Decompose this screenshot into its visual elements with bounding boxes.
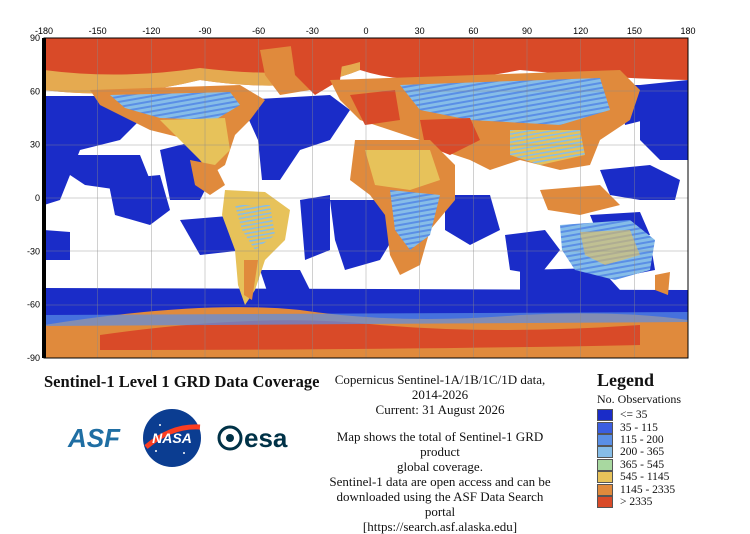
y-tick-label: -60	[27, 300, 40, 310]
legend-swatch	[597, 471, 613, 484]
legend-item: 200 - 365	[597, 446, 681, 459]
info-line: [https://search.asf.alaska.edu]	[362, 519, 518, 534]
legend-swatch	[597, 409, 613, 422]
legend-item: 545 - 1145	[597, 471, 681, 484]
legend-title: Legend	[597, 370, 655, 390]
graticule	[44, 38, 688, 358]
x-tick-label: 60	[468, 26, 478, 36]
map-title: Sentinel-1 Level 1 GRD Data Coverage	[44, 372, 320, 391]
x-tick-label: 150	[627, 26, 642, 36]
legend-item: 1145 - 2335	[597, 483, 681, 496]
south-america	[222, 190, 290, 305]
coverage-map: -180 -150 -120 -90 -60 -30 0 30 60 90 120 150 180 90…	[27, 26, 696, 363]
legend-swatch	[597, 421, 613, 434]
australia	[540, 185, 670, 295]
y-tick-label: 60	[30, 86, 40, 96]
legend-label: <= 35	[620, 409, 648, 422]
legend-label: 115 - 200	[620, 433, 664, 446]
info-line: Copernicus Sentinel-1A/1B/1C/1D data,	[334, 372, 546, 387]
legend-swatch	[597, 433, 613, 446]
north-america	[90, 85, 265, 195]
x-tick-label: -90	[198, 26, 211, 36]
legend-item: 115 - 200	[597, 433, 681, 446]
legend-swatch	[597, 495, 613, 508]
info-line: Current: 31 August 2026	[375, 402, 505, 417]
legend-items: <= 35 35 - 115 115 - 200 200 - 365 365 - 545…	[597, 409, 681, 508]
legend-label: > 2335	[620, 495, 653, 508]
y-tick-label: 0	[35, 193, 40, 203]
x-tick-label: -60	[252, 26, 265, 36]
legend-swatch	[597, 483, 613, 496]
y-tick-label: 90	[30, 33, 40, 43]
info-line: downloaded using the ASF Data Search por…	[336, 489, 544, 519]
legend-item: 365 - 545	[597, 458, 681, 471]
asf-logo-text: ASF	[67, 423, 121, 453]
info-text: Copernicus Sentinel-1A/1B/1C/1D data, 20…	[325, 372, 555, 534]
x-tick-label: 0	[363, 26, 368, 36]
info-line: 2014-2026	[411, 387, 469, 402]
logos: ASF NASA esa	[67, 409, 288, 467]
info-line: Map shows the total of Sentinel-1 GRD pr…	[336, 429, 544, 459]
esa-logo-text: esa	[244, 423, 288, 453]
nasa-logo: NASA	[143, 409, 201, 467]
x-tick-label: -150	[89, 26, 107, 36]
info-line: global coverage.	[397, 459, 483, 474]
legend-label: 365 - 545	[620, 458, 665, 471]
asf-logo: ASF	[67, 423, 121, 453]
x-tick-label: 120	[573, 26, 588, 36]
x-tick-label: -120	[142, 26, 160, 36]
legend-subtitle: No. Observations	[597, 392, 681, 406]
x-tick-label: -30	[306, 26, 319, 36]
y-tick-label: -30	[27, 246, 40, 256]
esa-logo: esa	[217, 423, 288, 453]
legend-item: > 2335	[597, 495, 681, 508]
x-tick-label: 30	[415, 26, 425, 36]
legend-item: <= 35	[597, 409, 681, 422]
y-tick-label: 30	[30, 140, 40, 150]
legend-label: 1145 - 2335	[620, 483, 676, 496]
legend-label: 545 - 1145	[620, 471, 670, 484]
x-tick-label: 180	[680, 26, 695, 36]
y-tick-labels: 90 60 30 0 -30 -60 -90	[27, 33, 40, 363]
info-line: Sentinel-1 data are open access and can …	[329, 474, 551, 489]
legend-label: 200 - 365	[620, 446, 665, 459]
legend: Legend No. Observations <= 35 35 - 115 115…	[597, 370, 681, 508]
africa	[350, 140, 455, 275]
legend-label: 35 - 115	[620, 421, 658, 434]
legend-swatch	[597, 446, 613, 459]
y-tick-label: -90	[27, 353, 40, 363]
x-tick-labels: -180 -150 -120 -90 -60 -30 0 30 60 90 120 150 180	[35, 26, 696, 36]
x-tick-label: -180	[35, 26, 53, 36]
x-tick-label: 90	[522, 26, 532, 36]
legend-item: 35 - 115	[597, 421, 681, 434]
nasa-logo-text: NASA	[152, 430, 192, 446]
legend-swatch	[597, 458, 613, 471]
